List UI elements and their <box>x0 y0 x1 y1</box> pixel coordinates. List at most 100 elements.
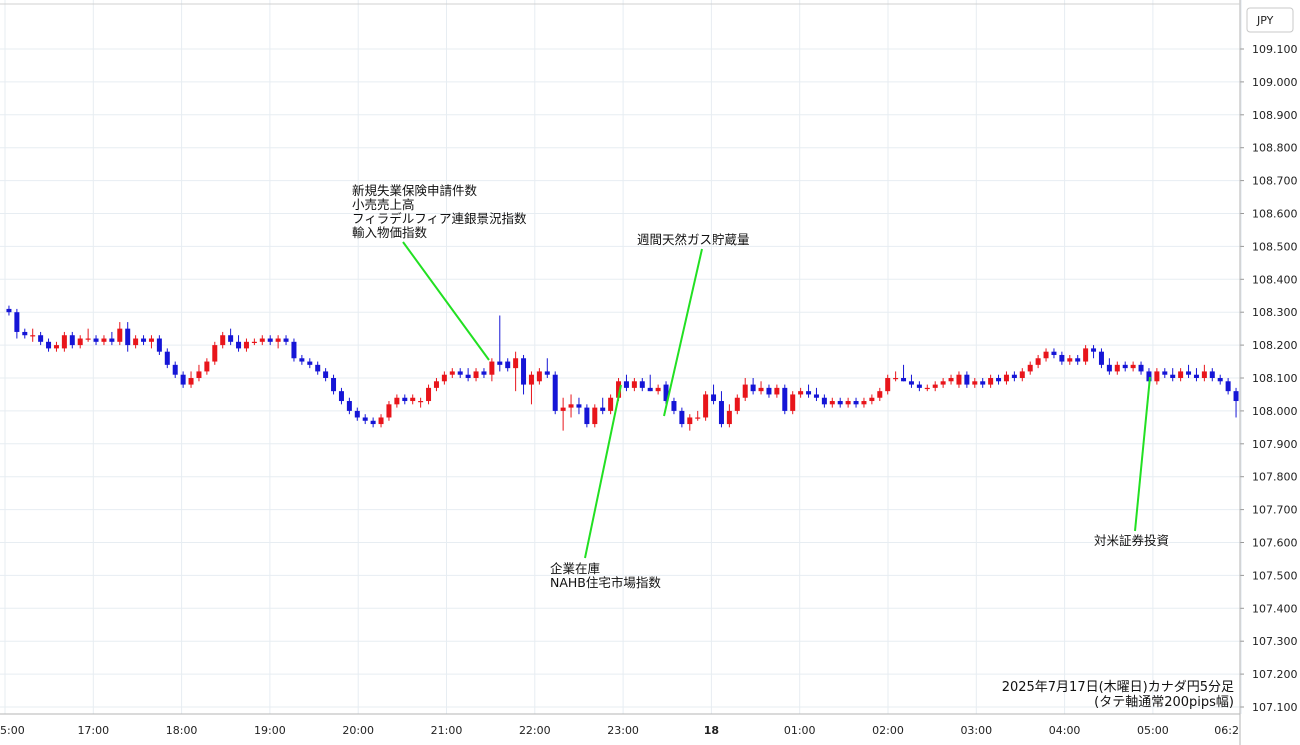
time-axis: 5:00 17:00 18:00 19:00 20:00 21:00 22:00 23:00 1… <box>0 713 1240 737</box>
candle-body <box>141 338 147 342</box>
footnote-line-1: 2025年7月17日(木曜日)カナダ円5分足 <box>1001 680 1234 695</box>
candle-body <box>1075 358 1081 362</box>
candle-body <box>623 381 629 388</box>
candle-body <box>93 338 99 342</box>
candle-body <box>1035 358 1041 365</box>
candle-body <box>220 335 226 346</box>
candle-body <box>22 331 28 336</box>
candle-body <box>877 391 883 398</box>
candle-body <box>473 371 479 378</box>
candle-body <box>156 338 162 352</box>
candle-body <box>1091 348 1097 352</box>
candle-body <box>117 328 123 342</box>
price-tick-label: 109.000 <box>1252 76 1298 89</box>
candle-body <box>758 387 764 392</box>
candle-body <box>1154 371 1160 382</box>
candle-body <box>133 338 139 346</box>
currency-label: JPY <box>1256 14 1274 27</box>
candle-body <box>972 381 978 385</box>
candle-body <box>798 391 804 395</box>
candle-body <box>1083 348 1089 362</box>
time-tick-label: 23:00 <box>607 724 639 737</box>
candle-body <box>901 378 907 382</box>
candle-body <box>188 378 194 385</box>
candle-body <box>164 351 170 365</box>
candle-body <box>77 338 83 346</box>
candle-body <box>718 401 724 425</box>
candle-body <box>402 397 408 402</box>
candle-body <box>592 407 598 425</box>
candle-body <box>228 335 234 342</box>
candle-body <box>845 401 851 405</box>
price-tick-label: 107.600 <box>1252 537 1298 550</box>
annotation-label: 小売売上高 <box>352 197 415 212</box>
annotation-leader <box>584 384 622 559</box>
candle-body <box>1098 351 1104 365</box>
candle-body <box>893 378 899 380</box>
price-tick-label: 108.500 <box>1252 240 1298 253</box>
candle-body <box>291 341 297 359</box>
candle-body <box>584 407 590 425</box>
annotation-label: 週間天然ガス貯蔵量 <box>637 232 750 247</box>
candle-body <box>647 387 653 392</box>
candle-body <box>544 371 550 375</box>
annotation-label: 対米証券投資 <box>1094 533 1169 548</box>
chart-footnote: 2025年7月17日(木曜日)カナダ円5分足 (タテ軸通常200pips幅) <box>1002 680 1234 710</box>
time-tick-label: 22:00 <box>519 724 551 737</box>
candle-body <box>125 328 131 346</box>
candle-body <box>338 391 344 402</box>
candle-body <box>251 341 257 344</box>
candle-body <box>46 341 52 349</box>
candle-body <box>243 341 249 349</box>
candle-body <box>489 361 495 375</box>
candle-body <box>441 374 447 382</box>
candle-body <box>1162 371 1168 375</box>
time-tick-label: 18:00 <box>166 724 198 737</box>
candle-body <box>869 397 875 402</box>
candle-body <box>394 397 400 405</box>
candle-body <box>180 374 186 385</box>
candle-body <box>1138 364 1144 372</box>
candle-body <box>703 394 709 418</box>
candle-series <box>6 305 1239 431</box>
annotation-label: NAHB住宅市場指数 <box>550 575 661 590</box>
annotation-label: 輸入物価指数 <box>352 225 428 240</box>
candle-body <box>6 308 12 313</box>
time-tick-label: 17:00 <box>77 724 109 737</box>
candle-body <box>885 378 891 392</box>
time-tick-label: 18 <box>704 724 719 737</box>
candle-body <box>354 410 360 418</box>
candle-body <box>426 387 432 402</box>
candle-body <box>1003 374 1009 382</box>
candle-body <box>980 381 986 385</box>
candle-body <box>259 338 265 342</box>
price-tick-label: 107.900 <box>1252 438 1298 451</box>
candle-body <box>695 417 701 419</box>
candle-body <box>505 361 511 369</box>
annotation-label: フィラデルフィア連銀景況指数 <box>352 211 527 226</box>
candle-body <box>457 371 463 375</box>
candle-body <box>536 371 542 382</box>
candle-body <box>315 364 321 372</box>
candle-body <box>53 345 59 349</box>
candle-body <box>576 404 582 408</box>
candle-body <box>1178 371 1184 378</box>
price-tick-label: 108.400 <box>1252 273 1298 286</box>
annotation-label: 企業在庫 <box>550 561 600 576</box>
candle-body <box>1051 351 1057 355</box>
candle-body <box>1106 364 1112 372</box>
candle-body <box>172 364 178 375</box>
candle-body <box>782 387 788 411</box>
price-tick-label: 107.200 <box>1252 668 1298 681</box>
candle-body <box>734 397 740 411</box>
candle-body <box>996 378 1002 382</box>
candle-body <box>528 374 534 385</box>
time-tick-label: 19:00 <box>254 724 286 737</box>
candle-body <box>552 374 558 411</box>
candle-body <box>346 401 352 411</box>
annotation-leader <box>1134 376 1151 532</box>
candle-body <box>449 371 455 375</box>
candle-body <box>267 338 273 342</box>
